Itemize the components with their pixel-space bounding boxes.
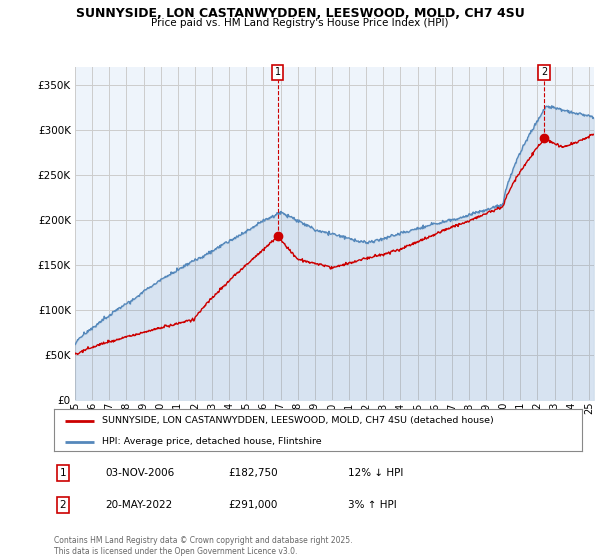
Text: 2: 2 bbox=[59, 500, 67, 510]
Text: SUNNYSIDE, LON CASTANWYDDEN, LEESWOOD, MOLD, CH7 4SU: SUNNYSIDE, LON CASTANWYDDEN, LEESWOOD, M… bbox=[76, 7, 524, 20]
Text: 12% ↓ HPI: 12% ↓ HPI bbox=[348, 468, 403, 478]
Text: 20-MAY-2022: 20-MAY-2022 bbox=[105, 500, 172, 510]
Text: 03-NOV-2006: 03-NOV-2006 bbox=[105, 468, 174, 478]
Text: 1: 1 bbox=[275, 67, 281, 77]
Text: 1: 1 bbox=[59, 468, 67, 478]
Text: £182,750: £182,750 bbox=[228, 468, 278, 478]
Text: 3% ↑ HPI: 3% ↑ HPI bbox=[348, 500, 397, 510]
Text: Price paid vs. HM Land Registry's House Price Index (HPI): Price paid vs. HM Land Registry's House … bbox=[151, 18, 449, 28]
Text: £291,000: £291,000 bbox=[228, 500, 277, 510]
Text: SUNNYSIDE, LON CASTANWYDDEN, LEESWOOD, MOLD, CH7 4SU (detached house): SUNNYSIDE, LON CASTANWYDDEN, LEESWOOD, M… bbox=[101, 416, 493, 425]
Text: HPI: Average price, detached house, Flintshire: HPI: Average price, detached house, Flin… bbox=[101, 437, 321, 446]
Text: Contains HM Land Registry data © Crown copyright and database right 2025.
This d: Contains HM Land Registry data © Crown c… bbox=[54, 536, 353, 556]
Text: 2: 2 bbox=[541, 67, 547, 77]
